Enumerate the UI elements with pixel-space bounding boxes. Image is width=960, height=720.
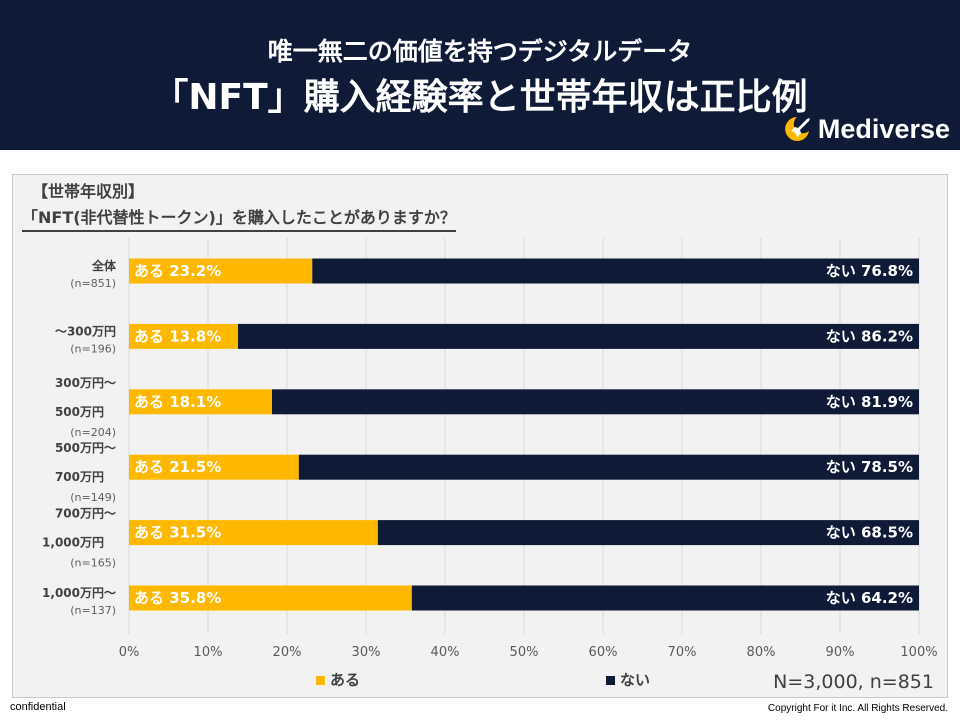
x-tick-label: 30% <box>352 645 381 660</box>
legend-label: ある <box>330 671 360 689</box>
bar-segment-no <box>271 389 919 415</box>
bar-segment-yes <box>129 323 239 349</box>
bar-segment-yes <box>129 520 378 546</box>
category-n-label: (n=196) <box>70 342 116 355</box>
category-label-line1: 700万円～ <box>55 507 116 521</box>
bar-segment-no <box>312 258 919 284</box>
question-text: 「NFT(非代替性トークン)」を購入したことがありますか？ <box>22 204 456 232</box>
bar-segment-yes <box>129 585 412 611</box>
data-label-no: ない 81.9% <box>826 393 913 411</box>
category-label: ～300万円 <box>55 324 116 338</box>
data-label-no: ない 68.5% <box>826 524 913 542</box>
bar-segment-no <box>298 454 920 480</box>
mediverse-logo: Mediverse <box>780 112 950 146</box>
bar-segment-no <box>377 520 920 546</box>
header-banner: 唯一無二の価値を持つデジタルデータ 「NFT」購入経験率と世帯年収は正比例 Me… <box>0 0 960 150</box>
category-n-label: (n=851) <box>70 277 116 290</box>
logo-text: Mediverse <box>817 113 950 144</box>
data-label-yes: ある 18.1% <box>134 393 221 411</box>
data-label-no: ない 78.5% <box>826 458 913 476</box>
copyright-text: Copyright For it Inc. All Rights Reserve… <box>767 703 948 714</box>
category-label: 全体 <box>91 258 117 273</box>
x-tick-label: 20% <box>273 645 302 660</box>
sample-size-note: N=3,000, n=851 <box>773 671 934 693</box>
x-tick-label: 90% <box>826 645 855 660</box>
category-label-line2: 500万円 <box>55 405 104 419</box>
confidential-label: confidential <box>10 701 66 713</box>
question-category: 【世帯年収別】 <box>32 182 145 201</box>
bar-segment-no <box>238 323 919 349</box>
rocket-moon-icon <box>785 117 810 141</box>
category-n-label: (n=204) <box>70 426 116 439</box>
title-line-2: 「NFT」購入経験率と世帯年収は正比例 <box>152 77 808 118</box>
category-n-label: (n=149) <box>70 491 116 504</box>
x-tick-label: 70% <box>668 645 697 660</box>
bar-segment-no <box>411 585 919 611</box>
category-n-label: (n=137) <box>70 604 116 617</box>
data-label-no: ない 76.8% <box>826 262 913 280</box>
legend-swatch <box>606 676 615 685</box>
title-line-1: 唯一無二の価値を持つデジタルデータ <box>267 37 693 66</box>
bar-segment-yes <box>129 389 272 415</box>
category-n-label: (n=165) <box>70 557 116 570</box>
x-tick-label: 60% <box>589 645 618 660</box>
x-tick-label: 40% <box>431 645 460 660</box>
category-label-line1: 300万円～ <box>55 376 116 390</box>
x-tick-label: 80% <box>747 645 776 660</box>
x-tick-label: 50% <box>510 645 539 660</box>
category-label-line1: 500万円～ <box>55 441 116 455</box>
bar-segment-yes <box>129 258 313 284</box>
data-label-yes: ある 35.8% <box>134 589 221 607</box>
data-label-yes: ある 23.2% <box>134 262 221 280</box>
x-tick-label: 0% <box>119 645 140 660</box>
data-label-no: ない 86.2% <box>826 327 913 345</box>
legend-label: ない <box>620 671 650 689</box>
category-label-line2: 700万円 <box>55 470 104 484</box>
category-label-line2: 1,000万円 <box>42 536 104 550</box>
x-tick-label: 100% <box>900 645 937 660</box>
data-label-yes: ある 21.5% <box>134 458 221 476</box>
legend-swatch <box>316 676 325 685</box>
x-tick-label: 10% <box>194 645 223 660</box>
data-label-yes: ある 13.8% <box>134 327 221 345</box>
data-label-no: ない 64.2% <box>826 589 913 607</box>
category-label: 1,000万円～ <box>42 586 116 600</box>
data-label-yes: ある 31.5% <box>134 524 221 542</box>
bar-segment-yes <box>129 454 299 480</box>
